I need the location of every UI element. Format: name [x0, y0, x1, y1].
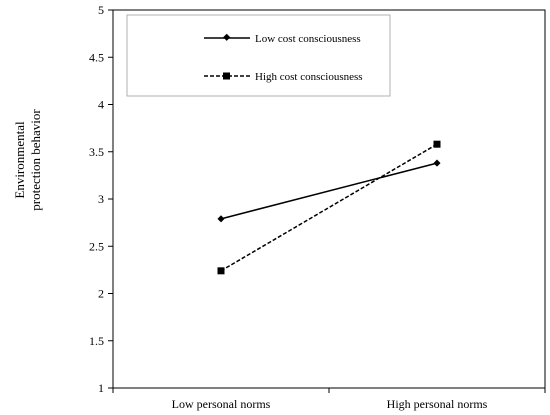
legend-box — [126, 14, 391, 97]
y-tick-label: 2 — [98, 287, 104, 301]
y-axis-label-line-1: Environmental — [12, 121, 27, 199]
y-tick-label: 5 — [98, 3, 104, 17]
x-tick-label: High personal norms — [387, 397, 488, 411]
data-point-high-cost — [217, 267, 225, 275]
y-axis-ticks: 1 1.5 2 2.5 3 3.5 4 4.5 5 — [89, 3, 113, 395]
legend-marker-low-cost — [223, 33, 231, 41]
y-tick-label: 4 — [98, 98, 104, 112]
y-tick-label: 4.5 — [89, 50, 104, 64]
data-point-low-cost — [217, 215, 225, 223]
x-tick-label: Low personal norms — [172, 397, 271, 411]
legend: Low cost consciousness High cost conscio… — [126, 14, 391, 97]
y-axis-label: Environmental protection behavior — [12, 109, 43, 211]
legend-label-low-cost: Low cost consciousness — [255, 33, 361, 45]
legend-marker-high-cost — [223, 72, 230, 80]
y-tick-label: 1 — [98, 381, 104, 395]
x-axis-ticks: Low personal norms High personal norms — [112, 388, 546, 411]
data-point-high-cost — [433, 140, 441, 148]
legend-label-high-cost: High cost consciousness — [255, 71, 363, 83]
y-tick-label: 3 — [98, 192, 104, 206]
y-tick-label: 2.5 — [89, 239, 104, 253]
series-line-low-cost — [220, 162, 438, 220]
y-axis-label-line-2: protection behavior — [28, 109, 43, 211]
y-tick-label: 3.5 — [89, 145, 104, 159]
data-point-low-cost — [433, 159, 441, 167]
y-tick-label: 1.5 — [89, 334, 104, 348]
series-layer — [217, 140, 441, 275]
